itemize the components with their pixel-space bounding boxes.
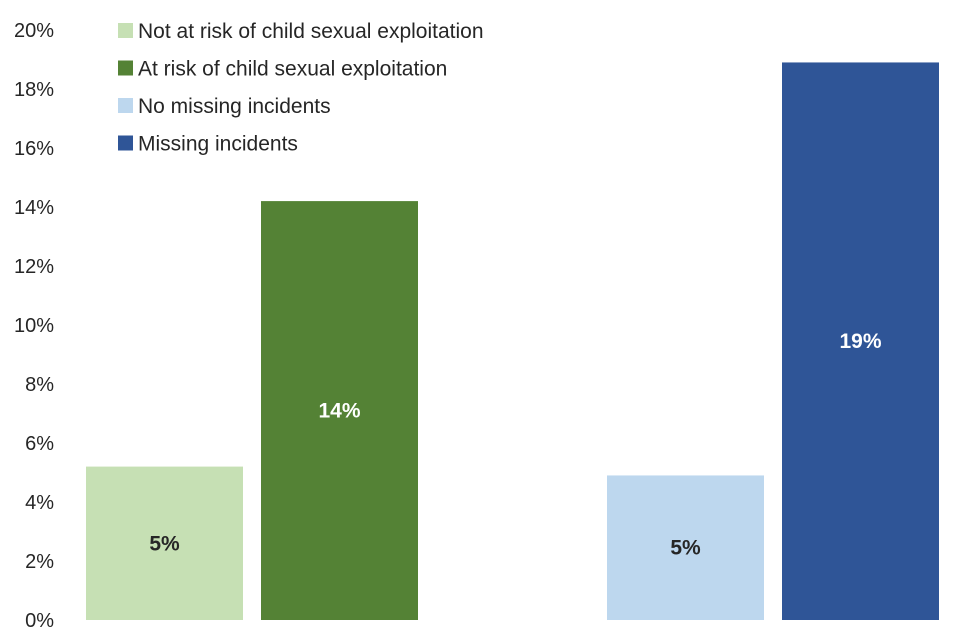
bar bbox=[261, 201, 418, 620]
legend: Not at risk of child sexual exploitation… bbox=[118, 20, 484, 156]
y-tick-label: 18% bbox=[14, 79, 54, 101]
bar-value-label: 19% bbox=[839, 330, 881, 353]
y-tick-label: 4% bbox=[25, 492, 54, 514]
y-tick-label: 6% bbox=[25, 433, 54, 455]
legend-swatch bbox=[118, 98, 133, 113]
legend-swatch bbox=[118, 135, 133, 151]
bar bbox=[782, 62, 939, 620]
bar-value-label: 5% bbox=[670, 537, 701, 560]
bar bbox=[607, 475, 764, 620]
y-tick-label: 2% bbox=[25, 551, 54, 573]
y-tick-label: 20% bbox=[14, 20, 54, 42]
legend-label: Missing incidents bbox=[138, 133, 298, 156]
y-tick-label: 14% bbox=[14, 197, 54, 219]
legend-label: Not at risk of child sexual exploitation bbox=[138, 20, 484, 43]
y-tick-label: 8% bbox=[25, 374, 54, 396]
legend-swatch bbox=[118, 23, 133, 38]
y-tick-label: 16% bbox=[14, 138, 54, 160]
legend-label: At risk of child sexual exploitation bbox=[138, 58, 447, 81]
y-axis: 0% 2% 4% 6% 8% 10% 12% 14% 16% 18% 20% bbox=[14, 20, 54, 632]
bar-value-label: 14% bbox=[318, 400, 360, 423]
y-tick-label: 0% bbox=[25, 610, 54, 632]
legend-swatch bbox=[118, 60, 133, 76]
bar-value-label: 5% bbox=[149, 532, 180, 555]
bars: 5% 14% 5% 19% bbox=[86, 62, 939, 620]
y-tick-label: 12% bbox=[14, 256, 54, 278]
bar bbox=[86, 466, 243, 620]
y-tick-label: 10% bbox=[14, 315, 54, 337]
legend-label: No missing incidents bbox=[138, 95, 331, 118]
